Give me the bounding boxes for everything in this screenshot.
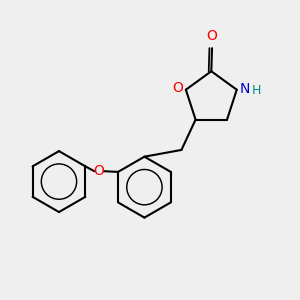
Text: O: O bbox=[207, 29, 218, 44]
Text: O: O bbox=[93, 164, 104, 178]
Text: H: H bbox=[251, 84, 261, 97]
Text: N: N bbox=[240, 82, 250, 96]
Text: O: O bbox=[172, 81, 184, 95]
